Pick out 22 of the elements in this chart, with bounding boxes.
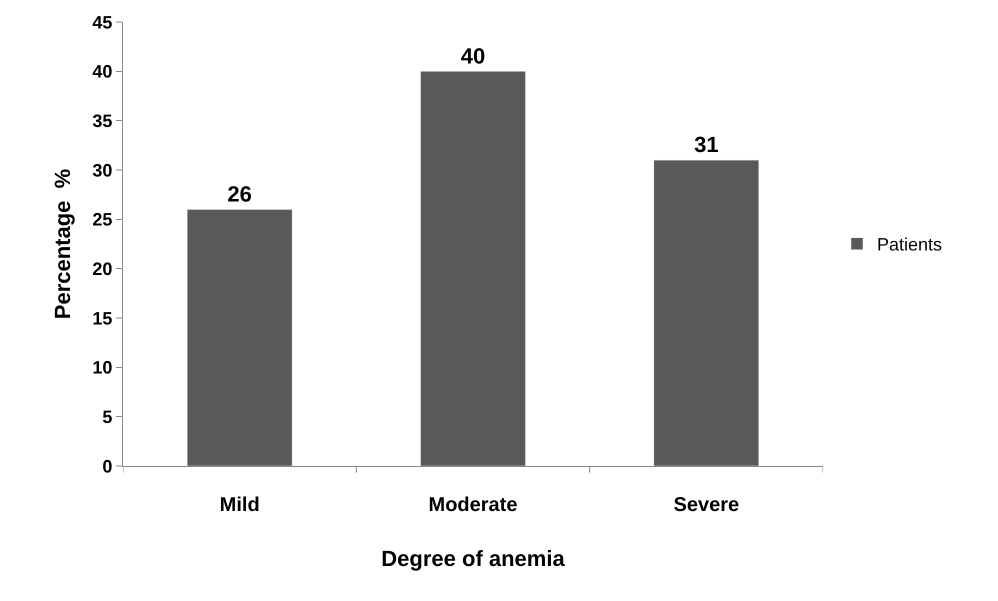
x-tick-label: Severe bbox=[674, 494, 740, 516]
y-tick-label: 30 bbox=[92, 160, 112, 180]
y-tick-label: 15 bbox=[92, 308, 112, 328]
bar bbox=[186, 209, 292, 466]
x-tick-label: Mild bbox=[220, 494, 260, 516]
y-tick-label: 10 bbox=[92, 358, 112, 378]
y-tick-label: 20 bbox=[92, 258, 112, 279]
y-tick-label: 0 bbox=[102, 456, 112, 476]
x-axis-title: Degree of anemia bbox=[381, 546, 566, 571]
y-tick-label: 45 bbox=[92, 12, 112, 32]
y-tick-label: 25 bbox=[92, 210, 112, 230]
bar bbox=[654, 160, 760, 466]
legend-label: Patients bbox=[877, 234, 942, 255]
data-label: 40 bbox=[460, 43, 486, 68]
y-tick-label: 5 bbox=[102, 406, 112, 427]
y-tick-label: 40 bbox=[92, 62, 112, 82]
bar bbox=[420, 71, 526, 466]
x-tick-label: Moderate bbox=[428, 494, 518, 516]
y-tick-label: 35 bbox=[92, 110, 112, 131]
data-label: 31 bbox=[694, 132, 719, 158]
data-label: 26 bbox=[227, 181, 252, 206]
y-axis-title: Percentage % bbox=[50, 168, 76, 320]
